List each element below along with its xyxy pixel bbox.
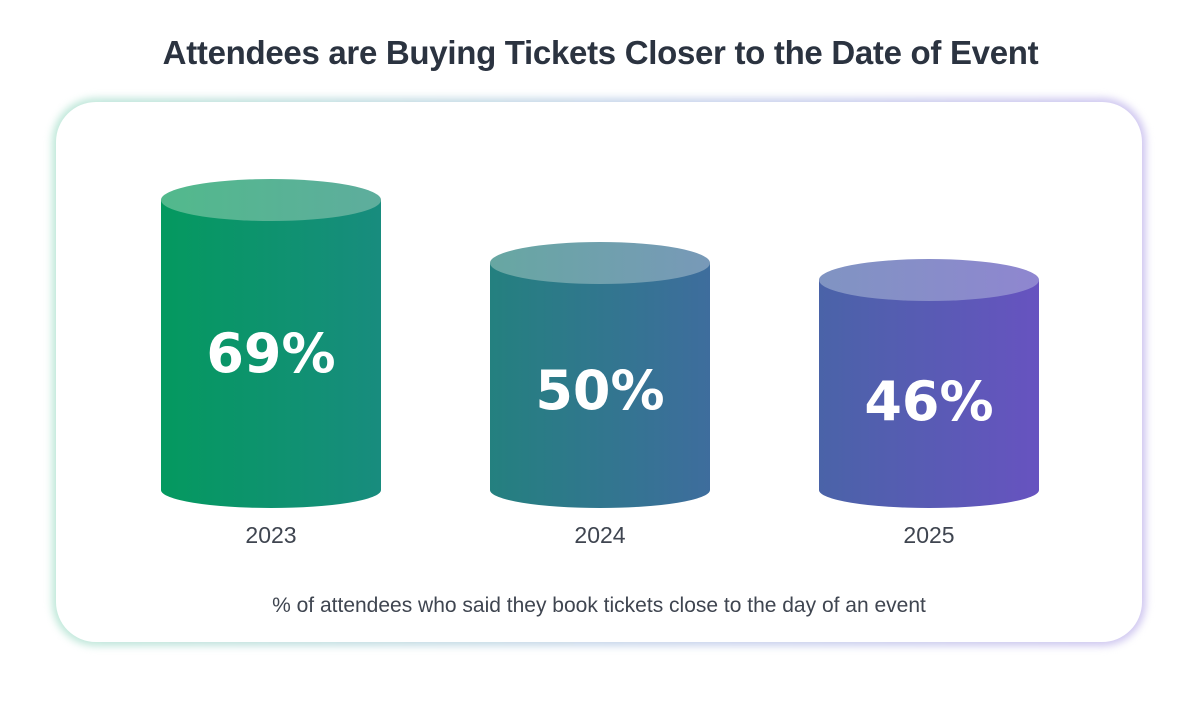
cylinder-top	[490, 242, 710, 284]
year-label-2024: 2024	[574, 522, 626, 548]
cylinder-body	[819, 280, 1039, 508]
chart-caption: % of attendees who said they book ticket…	[272, 594, 926, 617]
bar-2025: 46%	[819, 259, 1039, 508]
bar-value-label: 46%	[864, 370, 993, 433]
cylinder-body	[161, 200, 381, 508]
cylinder-top	[819, 259, 1039, 301]
bar-value-label: 50%	[535, 359, 664, 422]
cylinder-body	[490, 263, 710, 508]
year-label-2023: 2023	[245, 522, 297, 548]
year-label-2025: 2025	[903, 522, 955, 548]
cylinder-top	[161, 179, 381, 221]
bar-value-label: 69%	[206, 322, 335, 385]
bar-2024: 50%	[490, 242, 710, 508]
bar-2023: 69%	[161, 179, 381, 508]
chart-title: Attendees are Buying Tickets Closer to t…	[162, 34, 1039, 71]
